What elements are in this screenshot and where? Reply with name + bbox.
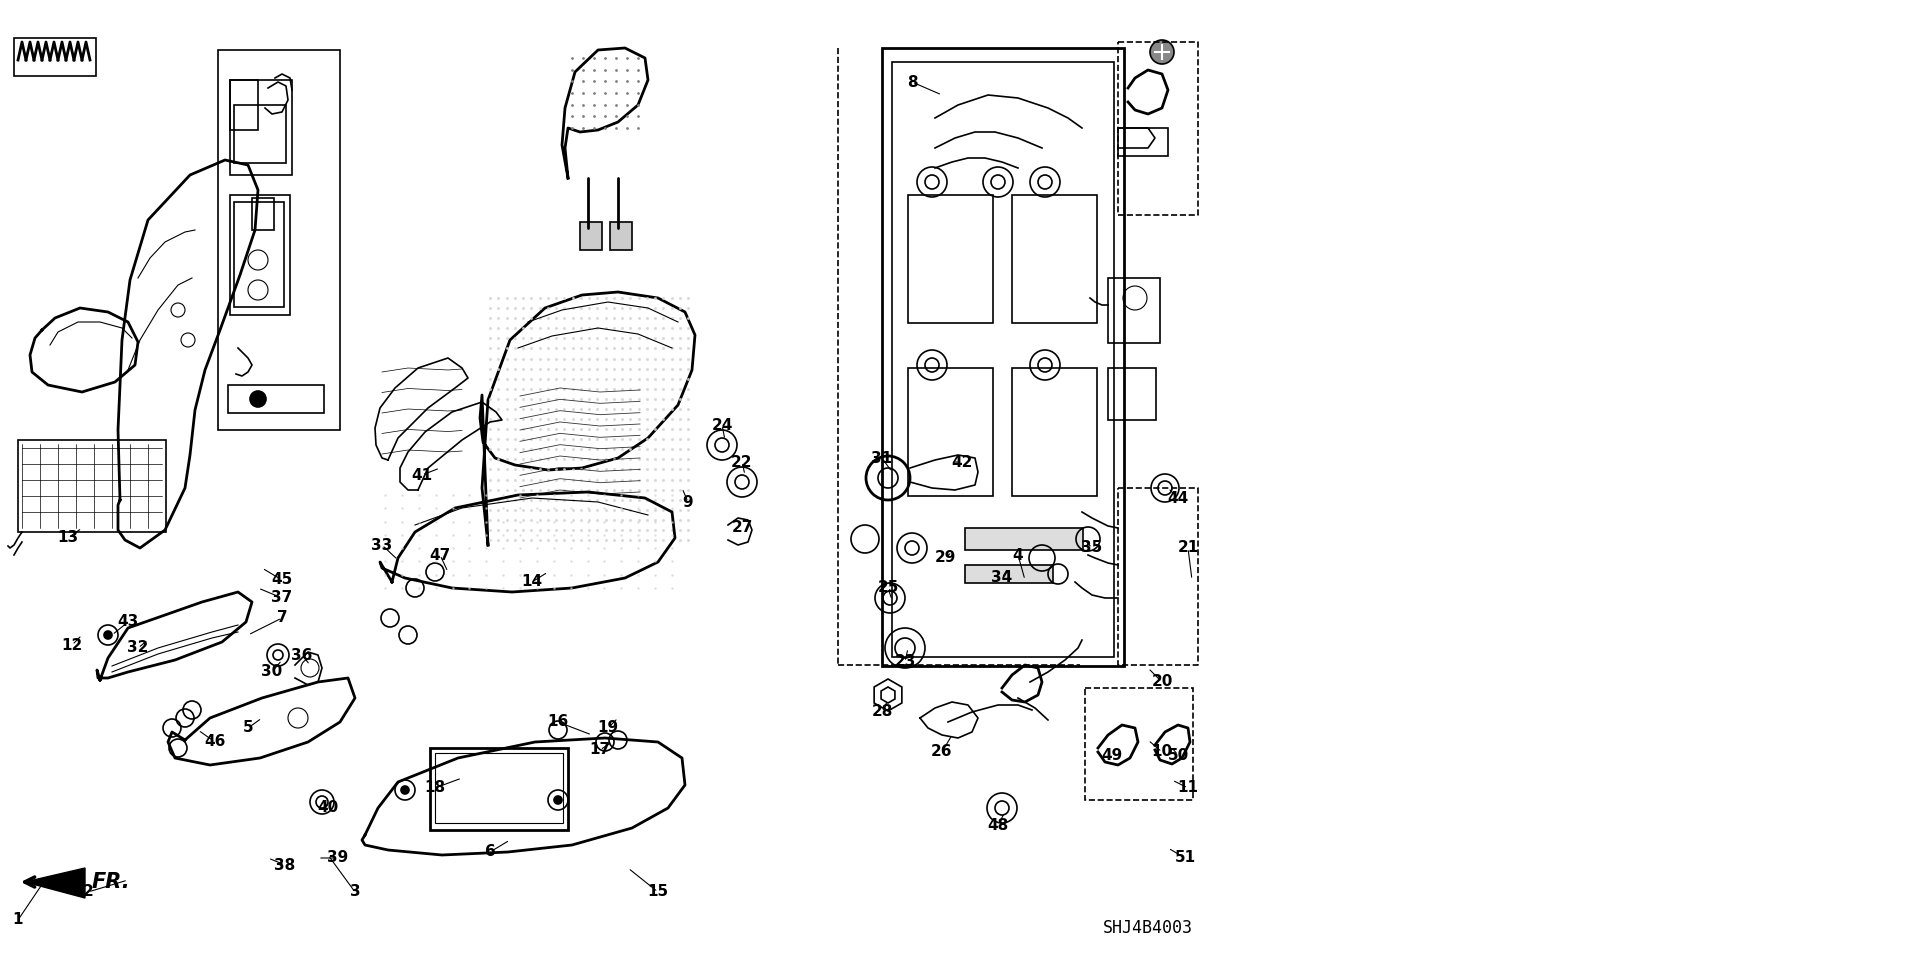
Bar xyxy=(1108,278,1160,343)
Text: 39: 39 xyxy=(328,851,349,865)
Bar xyxy=(230,80,292,175)
Circle shape xyxy=(250,391,267,407)
Text: 46: 46 xyxy=(204,735,227,749)
Bar xyxy=(1085,688,1192,800)
Bar xyxy=(234,202,284,307)
Text: 51: 51 xyxy=(1175,851,1196,865)
Text: 17: 17 xyxy=(589,742,611,758)
Text: 48: 48 xyxy=(987,817,1008,833)
Text: 7: 7 xyxy=(276,610,288,626)
Bar xyxy=(234,105,286,163)
Text: SHJ4B4003: SHJ4B4003 xyxy=(1102,919,1192,937)
Text: 36: 36 xyxy=(292,648,313,663)
Text: 42: 42 xyxy=(950,454,973,469)
Text: 34: 34 xyxy=(991,571,1012,585)
Bar xyxy=(966,565,1052,583)
Text: 18: 18 xyxy=(424,781,445,795)
Polygon shape xyxy=(25,868,84,898)
Text: 19: 19 xyxy=(597,720,618,736)
Bar xyxy=(430,748,568,830)
Text: FR.: FR. xyxy=(92,872,131,892)
Text: 29: 29 xyxy=(935,551,956,565)
Text: 33: 33 xyxy=(371,537,392,553)
Bar xyxy=(219,50,340,430)
Text: 30: 30 xyxy=(261,665,282,679)
Text: 40: 40 xyxy=(317,801,338,815)
Text: 35: 35 xyxy=(1081,540,1102,556)
Bar xyxy=(966,528,1083,550)
Bar xyxy=(17,440,165,532)
Text: 37: 37 xyxy=(271,590,292,605)
Text: 49: 49 xyxy=(1102,747,1123,763)
Text: 4: 4 xyxy=(1012,548,1023,562)
Bar xyxy=(908,368,993,496)
Text: 25: 25 xyxy=(877,581,899,596)
Text: 24: 24 xyxy=(710,418,733,432)
Bar xyxy=(580,222,603,250)
Bar xyxy=(908,195,993,323)
Text: 31: 31 xyxy=(872,450,893,466)
Bar xyxy=(230,80,257,130)
Text: 13: 13 xyxy=(58,531,79,545)
Bar xyxy=(13,38,96,76)
Text: 5: 5 xyxy=(242,720,253,736)
Circle shape xyxy=(1150,40,1173,64)
Bar xyxy=(1012,368,1096,496)
Text: 50: 50 xyxy=(1167,747,1188,763)
Text: 27: 27 xyxy=(732,520,753,536)
Text: 15: 15 xyxy=(647,884,668,900)
Text: 10: 10 xyxy=(1152,744,1173,760)
Text: 28: 28 xyxy=(872,704,893,719)
Text: 20: 20 xyxy=(1152,674,1173,690)
Text: 45: 45 xyxy=(271,573,292,587)
Text: 47: 47 xyxy=(430,548,451,562)
Bar xyxy=(230,195,290,315)
Text: 1: 1 xyxy=(13,913,23,927)
Text: 16: 16 xyxy=(547,715,568,729)
Circle shape xyxy=(104,631,111,639)
Bar xyxy=(1117,128,1167,156)
Text: 32: 32 xyxy=(127,641,148,655)
Text: 22: 22 xyxy=(732,454,753,469)
Text: 14: 14 xyxy=(522,575,543,589)
Bar xyxy=(436,753,563,823)
Text: 3: 3 xyxy=(349,884,361,900)
Text: 12: 12 xyxy=(61,637,83,652)
Text: 9: 9 xyxy=(684,494,693,510)
Bar xyxy=(228,385,324,413)
Bar xyxy=(881,48,1123,666)
Text: 2: 2 xyxy=(83,884,94,900)
Circle shape xyxy=(555,796,563,804)
Text: 11: 11 xyxy=(1177,781,1198,795)
Text: 43: 43 xyxy=(117,614,138,629)
Bar xyxy=(252,198,275,230)
Bar xyxy=(611,222,632,250)
Bar xyxy=(1012,195,1096,323)
Text: 6: 6 xyxy=(484,845,495,859)
Text: 38: 38 xyxy=(275,857,296,873)
Text: 23: 23 xyxy=(895,654,916,670)
Text: 26: 26 xyxy=(931,744,952,760)
Circle shape xyxy=(401,786,409,794)
Text: 8: 8 xyxy=(906,75,918,89)
Text: 21: 21 xyxy=(1177,540,1198,556)
Text: 44: 44 xyxy=(1167,490,1188,506)
Bar xyxy=(893,62,1114,657)
Bar xyxy=(1108,368,1156,420)
Text: 41: 41 xyxy=(411,468,432,483)
